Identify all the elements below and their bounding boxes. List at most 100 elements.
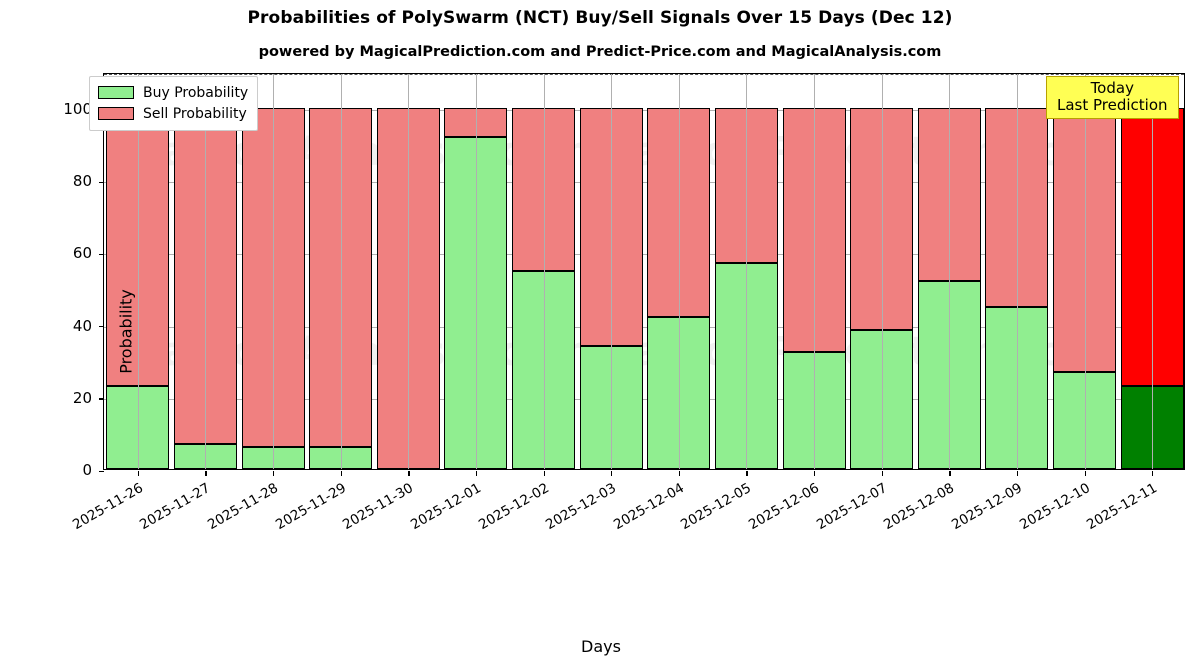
bar-segment-buy[interactable] (512, 270, 575, 469)
x-tick-mark (611, 471, 613, 476)
bar-column[interactable] (376, 74, 440, 469)
x-tick-mark (1152, 471, 1154, 476)
y-tick-label: 0 (82, 461, 92, 479)
bar-column[interactable] (782, 74, 846, 469)
today-annotation-line1: Today (1090, 79, 1134, 97)
bar-column[interactable] (173, 74, 237, 469)
x-axis-label: Days (581, 637, 621, 656)
y-tick-label: 80 (72, 172, 92, 191)
bar-column[interactable] (579, 74, 643, 469)
bar-column[interactable] (647, 74, 711, 469)
gridline-vertical (949, 74, 951, 469)
x-tick-mark (543, 471, 545, 476)
gridline-vertical (881, 74, 883, 469)
gridline-vertical (205, 74, 207, 469)
legend-label-buy: Buy Probability (143, 84, 249, 101)
bar-segment-sell[interactable] (917, 108, 981, 282)
bar-column[interactable] (917, 74, 981, 469)
bar-segment-buy[interactable] (309, 447, 373, 469)
y-tick-mark (99, 326, 104, 328)
x-tick-mark (273, 471, 275, 476)
bar-segment-buy[interactable] (714, 263, 778, 469)
gridline-vertical (678, 74, 680, 469)
bar-segment-sell[interactable] (444, 108, 508, 137)
y-tick-mark (99, 181, 104, 184)
bar-segment-sell[interactable] (376, 108, 440, 469)
bar-segment-buy[interactable] (917, 281, 981, 469)
bar-segment-buy[interactable] (106, 386, 170, 469)
bar-segment-buy[interactable] (850, 330, 914, 469)
gridline-horizontal (104, 110, 1184, 112)
bar-column[interactable] (106, 74, 170, 469)
bar-segment-sell[interactable] (714, 108, 778, 264)
bar-column[interactable] (714, 74, 778, 469)
reference-dashed-line (104, 74, 1184, 75)
bar-segment-sell[interactable] (241, 108, 305, 448)
bar-segment-buy[interactable] (647, 317, 711, 469)
sell-swatch-icon (98, 107, 134, 120)
bar-segment-sell[interactable] (579, 108, 643, 347)
bar-segment-sell[interactable] (1053, 108, 1116, 372)
gridline-vertical (137, 74, 139, 469)
buy-swatch-icon (98, 86, 134, 99)
x-tick-mark (408, 471, 410, 476)
gridline-vertical (273, 74, 275, 469)
gridline-vertical (611, 74, 613, 469)
gridline-horizontal (104, 254, 1184, 256)
bar-segment-buy[interactable] (444, 136, 508, 469)
bar-segment-buy[interactable] (173, 443, 237, 469)
y-tick-label: 60 (72, 244, 92, 263)
bar-segment-buy[interactable] (1053, 371, 1116, 469)
x-tick-mark (949, 471, 951, 476)
bar-segment-sell[interactable] (309, 108, 373, 448)
bar-segment-sell[interactable] (512, 108, 575, 271)
bar-segment-sell[interactable] (173, 108, 237, 444)
x-tick-mark (475, 471, 478, 476)
legend-item-buy: Buy Probability (98, 82, 248, 103)
x-tick-mark (1084, 471, 1086, 476)
legend-item-sell: Sell Probability (98, 103, 248, 124)
bar-segment-buy[interactable] (782, 351, 846, 469)
bar-column[interactable] (444, 74, 508, 469)
x-tick-mark (746, 471, 748, 476)
bar-segment-buy[interactable] (1120, 386, 1184, 469)
bar-segment-sell[interactable] (106, 108, 170, 386)
bar-column[interactable] (241, 74, 305, 469)
bar-column[interactable] (309, 74, 373, 469)
chart-title: Probabilities of PolySwarm (NCT) Buy/Sel… (247, 8, 953, 28)
gridline-vertical (340, 74, 342, 469)
x-tick-mark (1016, 471, 1019, 476)
y-tick-mark (99, 253, 104, 256)
bar-column[interactable] (1053, 74, 1116, 469)
bar-segment-buy[interactable] (579, 346, 643, 469)
y-tick-label: 40 (72, 316, 92, 335)
gridline-vertical (1152, 74, 1154, 469)
bar-column[interactable] (985, 74, 1049, 469)
bar-segment-sell[interactable] (782, 108, 846, 352)
today-annotation-line2: Last Prediction (1057, 95, 1168, 114)
bar-segment-buy[interactable] (985, 306, 1049, 469)
today-annotation: Today Last Prediction (1046, 76, 1179, 119)
chart-container: Probabilities of PolySwarm (NCT) Buy/Sel… (63, 8, 1185, 656)
chart-legend: Buy Probability Sell Probability (89, 76, 259, 131)
plot-inner: MagicalAnalysis.comMagicalPrediction.com… (104, 74, 1184, 469)
gridline-horizontal (104, 182, 1184, 184)
bar-column[interactable] (850, 74, 914, 469)
bar-segment-sell[interactable] (850, 108, 914, 331)
plot-area: MagicalAnalysis.comMagicalPrediction.com… (63, 73, 1185, 656)
x-tick-mark (678, 471, 681, 476)
bar-segment-sell[interactable] (985, 108, 1049, 307)
bar-segment-sell[interactable] (1120, 108, 1184, 386)
x-tick-mark (205, 471, 207, 476)
gridline-vertical (408, 74, 410, 469)
bar-column[interactable] (1120, 74, 1184, 469)
y-tick-label: 100 (63, 100, 92, 119)
bar-segment-sell[interactable] (647, 108, 711, 318)
y-tick-label: 20 (72, 388, 92, 407)
x-tick-mark (814, 471, 816, 476)
gridline-vertical (1016, 74, 1018, 469)
legend-label-sell: Sell Probability (143, 105, 247, 122)
bar-segment-buy[interactable] (241, 447, 305, 469)
bar-column[interactable] (512, 74, 575, 469)
y-tick-mark (99, 470, 104, 472)
